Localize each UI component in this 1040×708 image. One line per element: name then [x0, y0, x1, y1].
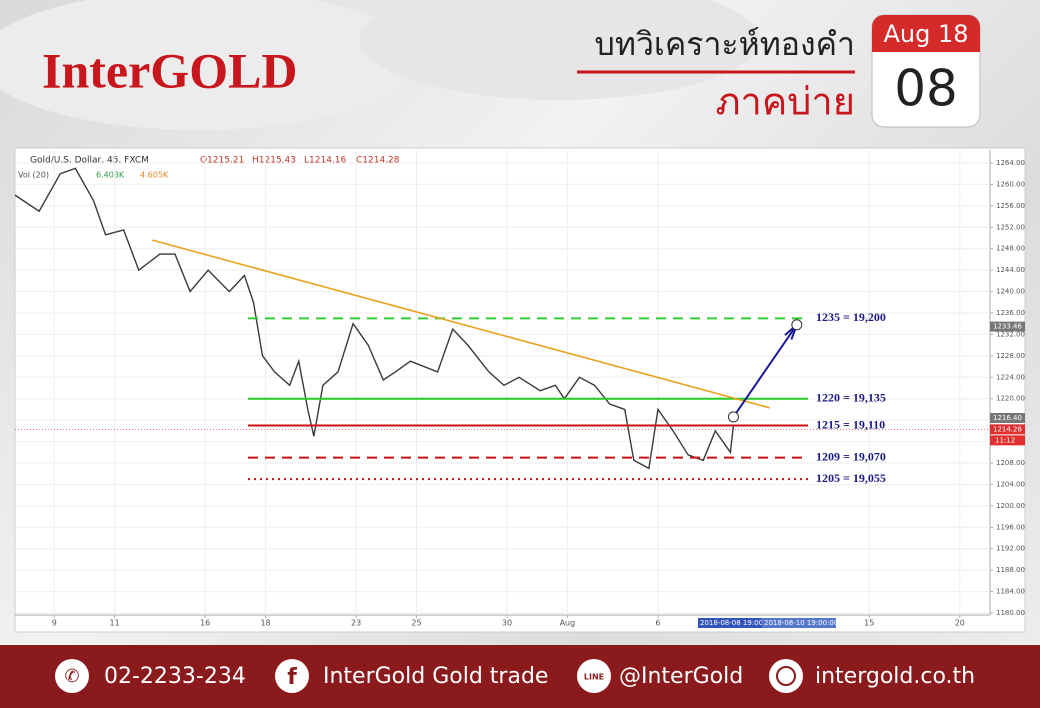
facebook: InterGold Gold trade [323, 664, 548, 689]
symbol: Gold/U.S. Dollar, 45, FXCM [30, 156, 149, 166]
facebook-glyph: f [287, 665, 297, 690]
level-label: 1235 = 19,200 [816, 310, 886, 324]
ohlc: O1215.21 [200, 156, 244, 166]
y-tick-label: 1188.00 [996, 566, 1025, 574]
x-tick-label: 18 [260, 619, 270, 628]
countdown-tag [990, 435, 1025, 446]
y-tick-label: 1200.00 [996, 502, 1025, 510]
ohlc: C1214.28 [356, 156, 400, 166]
logo: InterGOLD [42, 42, 298, 98]
y-tick-label: 1224.00 [996, 373, 1025, 381]
date-tag-label: 2018-08-10 19:00:00 [764, 619, 838, 627]
date-tag [762, 618, 836, 628]
price-tag-label: 1216.40 [993, 414, 1022, 422]
x-tick-label: 6 [655, 619, 660, 628]
level-label: 1209 = 19,070 [816, 449, 886, 463]
x-tick-label: 9 [52, 619, 57, 628]
x-tick-label: 16 [200, 619, 210, 628]
y-tick-label: 1208.00 [996, 459, 1025, 467]
map-shape [0, 0, 420, 130]
subtitle: ภาคบ่าย [715, 80, 855, 124]
x-tick-label: 11 [110, 619, 120, 628]
calendar-day: 08 [894, 60, 958, 118]
volume-value: 4.605K [140, 171, 169, 180]
price-line [14, 167, 735, 470]
website: intergold.co.th [815, 664, 975, 689]
level-label: 1215 = 19,110 [816, 417, 885, 431]
y-tick-label: 1252.00 [996, 223, 1025, 231]
x-tick-label: 25 [411, 619, 421, 628]
ohlc: H1215.43 [252, 156, 296, 166]
price-tag [990, 424, 1025, 435]
phone-glyph: ✆ [64, 666, 79, 687]
price-tag [990, 321, 1025, 332]
price-tag [990, 413, 1025, 423]
y-tick-label: 1180.00 [996, 609, 1025, 617]
footer [0, 645, 1040, 708]
level-label: 1220 = 19,135 [816, 390, 886, 404]
date-tag-label: 2018-08-08 19:00 [700, 619, 763, 627]
y-tick-label: 1232.00 [996, 330, 1025, 338]
y-tick-label: 1240.00 [996, 288, 1025, 296]
y-tick-label: 1260.00 [996, 180, 1025, 188]
facebook-icon [275, 659, 309, 693]
calendar-month: Aug 18 [883, 20, 968, 48]
y-tick-label: 1244.00 [996, 266, 1025, 274]
calendar-top [872, 15, 980, 52]
web-glyph [776, 666, 796, 686]
y-tick-label: 1256.00 [996, 202, 1025, 210]
phone: 02-2233-234 [104, 664, 246, 689]
y-tick-label: 1192.00 [996, 545, 1025, 553]
projection-end [791, 319, 803, 331]
y-tick-label: 1220.00 [996, 395, 1025, 403]
volume-label: Vol (20) [18, 171, 49, 180]
y-tick-label: 1248.00 [996, 245, 1025, 253]
x-tick-label: Aug [560, 619, 576, 628]
chart-panel [14, 147, 1026, 633]
title: บทวิเคราะห์ทองคำ [595, 25, 855, 63]
countdown: 11:12 [995, 436, 1015, 444]
map-shape [360, 0, 760, 100]
y-tick-label: 1236.00 [996, 309, 1025, 317]
price-tag-label: 1214.28 [993, 425, 1022, 433]
trendline [152, 239, 770, 409]
line-glyph: LINE [584, 673, 604, 682]
date-tag [698, 618, 762, 628]
x-tick-label: 20 [955, 619, 965, 628]
y-tick-label: 1264.00 [996, 159, 1025, 167]
projection-arrow [732, 324, 798, 418]
x-tick-label: 30 [502, 619, 512, 628]
y-tick-label: 1228.00 [996, 352, 1025, 360]
ohlc: L1214.16 [304, 156, 347, 166]
volume-value: 6.403K [96, 171, 125, 180]
phone-icon [55, 659, 89, 693]
y-tick-label: 1196.00 [996, 523, 1025, 531]
projection-start [727, 411, 739, 423]
line-id: @InterGold [619, 664, 743, 689]
x-tick-label: 23 [351, 619, 361, 628]
y-tick-label: 1204.00 [996, 480, 1025, 488]
line-icon [577, 659, 611, 693]
web-icon [769, 659, 803, 693]
x-tick-label: 15 [864, 619, 874, 628]
price-tag-label: 1233.46 [993, 323, 1022, 331]
level-label: 1205 = 19,055 [816, 471, 886, 485]
y-tick-label: 1184.00 [996, 588, 1025, 596]
